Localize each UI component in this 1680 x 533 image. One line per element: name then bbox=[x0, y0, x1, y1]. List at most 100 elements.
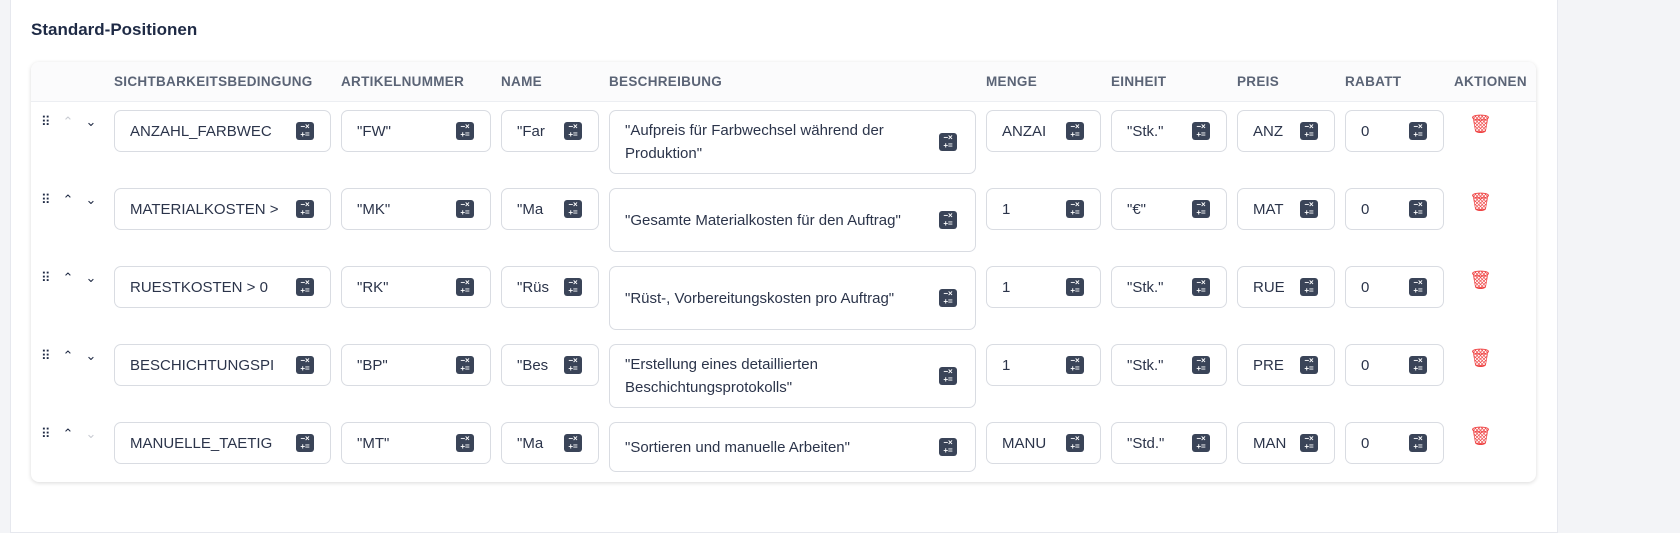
formula-calculator-icon[interactable]: −× += bbox=[296, 122, 314, 140]
formula-calculator-icon[interactable]: −× += bbox=[456, 278, 474, 296]
formula-calculator-icon[interactable]: −× += bbox=[1300, 200, 1318, 218]
formula-calculator-icon[interactable]: −× += bbox=[1066, 356, 1084, 374]
formula-calculator-icon[interactable]: −× += bbox=[296, 278, 314, 296]
article-number-field[interactable]: "FW" −× += bbox=[341, 110, 491, 152]
delete-trash-icon[interactable]: 🗑 bbox=[1469, 192, 1492, 212]
name-field[interactable]: "Far −× += bbox=[501, 110, 599, 152]
condition-field[interactable]: RUESTKOSTEN > 0 −× += bbox=[114, 266, 331, 308]
name-field[interactable]: "Bes −× += bbox=[501, 344, 599, 386]
move-up-button[interactable]: ⌃ bbox=[62, 348, 74, 363]
price-field[interactable]: ANZ −× += bbox=[1237, 110, 1335, 152]
formula-calculator-icon[interactable]: −× += bbox=[1066, 278, 1084, 296]
condition-field[interactable]: MATERIALKOSTEN > −× += bbox=[114, 188, 331, 230]
delete-trash-icon[interactable]: 🗑 bbox=[1469, 426, 1492, 446]
quantity-field[interactable]: MANU −× += bbox=[986, 422, 1101, 464]
formula-calculator-icon[interactable]: −× += bbox=[1192, 122, 1210, 140]
unit-field[interactable]: "Std." −× += bbox=[1111, 422, 1227, 464]
drag-handle-icon[interactable]: ⠿ bbox=[41, 426, 51, 441]
discount-field[interactable]: 0 −× += bbox=[1345, 344, 1444, 386]
unit-field[interactable]: "€" −× += bbox=[1111, 188, 1227, 230]
move-up-button[interactable]: ⌃ bbox=[62, 270, 74, 285]
drag-handle-icon[interactable]: ⠿ bbox=[41, 270, 51, 285]
description-field[interactable]: "Gesamte Materialkosten für den Auftrag"… bbox=[609, 188, 976, 252]
formula-calculator-icon[interactable]: −× += bbox=[1409, 434, 1427, 452]
move-down-button[interactable]: ⌄ bbox=[85, 348, 97, 363]
formula-calculator-icon[interactable]: −× += bbox=[939, 211, 957, 229]
delete-trash-icon[interactable]: 🗑 bbox=[1469, 348, 1492, 368]
price-field[interactable]: MAN −× += bbox=[1237, 422, 1335, 464]
delete-trash-icon[interactable]: 🗑 bbox=[1469, 270, 1492, 290]
formula-calculator-icon[interactable]: −× += bbox=[1300, 278, 1318, 296]
article-number-field[interactable]: "MT" −× += bbox=[341, 422, 491, 464]
discount-field[interactable]: 0 −× += bbox=[1345, 188, 1444, 230]
formula-calculator-icon[interactable]: −× += bbox=[296, 200, 314, 218]
price-field[interactable]: PRE −× += bbox=[1237, 344, 1335, 386]
discount-field[interactable]: 0 −× += bbox=[1345, 266, 1444, 308]
quantity-field[interactable]: 1 −× += bbox=[986, 266, 1101, 308]
move-down-button[interactable]: ⌄ bbox=[85, 192, 97, 207]
article-number-field[interactable]: "RK" −× += bbox=[341, 266, 491, 308]
formula-calculator-icon[interactable]: −× += bbox=[564, 356, 582, 374]
unit-field[interactable]: "Stk." −× += bbox=[1111, 344, 1227, 386]
formula-calculator-icon[interactable]: −× += bbox=[1300, 356, 1318, 374]
description-field[interactable]: "Rüst-, Vorbereitungskosten pro Auftrag"… bbox=[609, 266, 976, 330]
drag-handle-icon[interactable]: ⠿ bbox=[41, 192, 51, 207]
formula-calculator-icon[interactable]: −× += bbox=[1192, 278, 1210, 296]
article-number-field[interactable]: "MK" −× += bbox=[341, 188, 491, 230]
formula-calculator-icon[interactable]: −× += bbox=[939, 438, 957, 456]
formula-calculator-icon[interactable]: −× += bbox=[456, 356, 474, 374]
formula-calculator-icon[interactable]: −× += bbox=[296, 356, 314, 374]
formula-calculator-icon[interactable]: −× += bbox=[564, 200, 582, 218]
move-up-button[interactable]: ⌃ bbox=[62, 426, 74, 441]
article-number-field[interactable]: "BP" −× += bbox=[341, 344, 491, 386]
formula-calculator-icon[interactable]: −× += bbox=[564, 434, 582, 452]
delete-trash-icon[interactable]: 🗑 bbox=[1469, 114, 1492, 134]
formula-calculator-icon[interactable]: −× += bbox=[1409, 356, 1427, 374]
unit-field[interactable]: "Stk." −× += bbox=[1111, 266, 1227, 308]
condition-field[interactable]: ANZAHL_FARBWEC −× += bbox=[114, 110, 331, 152]
formula-calculator-icon[interactable]: −× += bbox=[456, 200, 474, 218]
formula-calculator-icon[interactable]: −× += bbox=[564, 122, 582, 140]
formula-calculator-icon[interactable]: −× += bbox=[1066, 434, 1084, 452]
move-down-button[interactable]: ⌄ bbox=[85, 270, 97, 285]
name-field[interactable]: "Rüs −× += bbox=[501, 266, 599, 308]
formula-calculator-icon[interactable]: −× += bbox=[939, 133, 957, 151]
drag-handle-icon[interactable]: ⠿ bbox=[41, 348, 51, 363]
formula-calculator-icon[interactable]: −× += bbox=[1300, 434, 1318, 452]
formula-calculator-icon[interactable]: −× += bbox=[456, 122, 474, 140]
name-field[interactable]: "Ma −× += bbox=[501, 422, 599, 464]
condition-field[interactable]: MANUELLE_TAETIG −× += bbox=[114, 422, 331, 464]
name-field[interactable]: "Ma −× += bbox=[501, 188, 599, 230]
description-field[interactable]: "Erstellung eines detaillierten Beschich… bbox=[609, 344, 976, 408]
quantity-field[interactable]: ANZAI −× += bbox=[986, 110, 1101, 152]
formula-calculator-icon[interactable]: −× += bbox=[1300, 122, 1318, 140]
formula-calculator-icon[interactable]: −× += bbox=[1066, 200, 1084, 218]
formula-calculator-icon[interactable]: −× += bbox=[1409, 122, 1427, 140]
formula-calculator-icon[interactable]: −× += bbox=[939, 289, 957, 307]
formula-calculator-icon[interactable]: −× += bbox=[1409, 200, 1427, 218]
formula-calculator-icon[interactable]: −× += bbox=[564, 278, 582, 296]
formula-calculator-icon[interactable]: −× += bbox=[1409, 278, 1427, 296]
move-up-button[interactable]: ⌃ bbox=[62, 192, 74, 207]
formula-calculator-icon[interactable]: −× += bbox=[296, 434, 314, 452]
formula-calculator-icon[interactable]: −× += bbox=[1192, 356, 1210, 374]
condition-field[interactable]: BESCHICHTUNGSPI −× += bbox=[114, 344, 331, 386]
discount-field[interactable]: 0 −× += bbox=[1345, 110, 1444, 152]
description-field[interactable]: "Sortieren und manuelle Arbeiten" −× += bbox=[609, 422, 976, 472]
drag-handle-icon[interactable]: ⠿ bbox=[41, 114, 51, 129]
formula-calculator-icon[interactable]: −× += bbox=[1192, 200, 1210, 218]
move-down-button[interactable]: ⌄ bbox=[85, 114, 97, 129]
formula-calculator-icon[interactable]: −× += bbox=[1192, 434, 1210, 452]
unit-field[interactable]: "Stk." −× += bbox=[1111, 110, 1227, 152]
move-down-button[interactable]: ⌄ bbox=[85, 426, 97, 441]
price-field[interactable]: RUE −× += bbox=[1237, 266, 1335, 308]
quantity-field[interactable]: 1 −× += bbox=[986, 344, 1101, 386]
quantity-field[interactable]: 1 −× += bbox=[986, 188, 1101, 230]
discount-field[interactable]: 0 −× += bbox=[1345, 422, 1444, 464]
description-field[interactable]: "Aufpreis für Farbwechsel während der Pr… bbox=[609, 110, 976, 174]
formula-calculator-icon[interactable]: −× += bbox=[939, 367, 957, 385]
formula-calculator-icon[interactable]: −× += bbox=[1066, 122, 1084, 140]
price-field[interactable]: MAT −× += bbox=[1237, 188, 1335, 230]
formula-calculator-icon[interactable]: −× += bbox=[456, 434, 474, 452]
move-up-button[interactable]: ⌃ bbox=[62, 114, 74, 129]
